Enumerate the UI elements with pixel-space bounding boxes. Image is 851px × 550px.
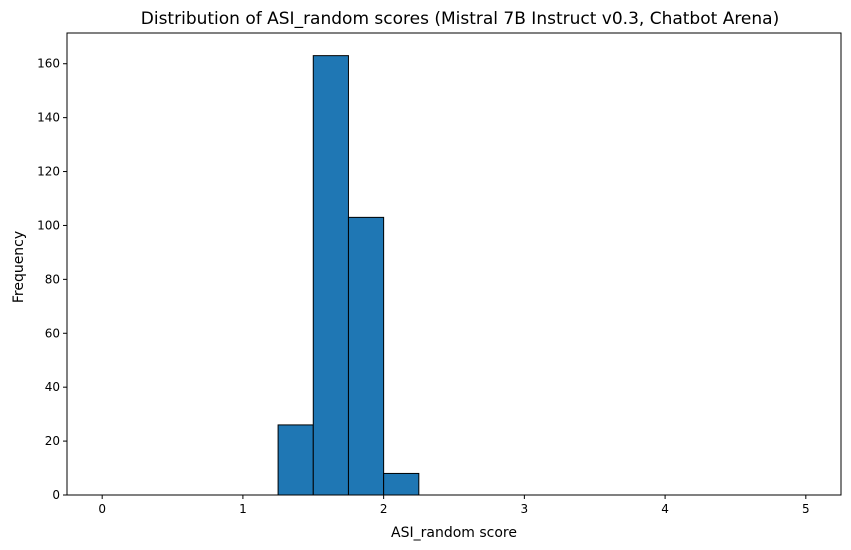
- y-tick-label-7: 140: [37, 111, 60, 125]
- x-axis-ticks: 0 1 2 3 4 5: [98, 495, 810, 516]
- y-tick-label-6: 120: [37, 165, 60, 179]
- y-tick-label-2: 40: [45, 380, 60, 394]
- y-tick-label-8: 160: [37, 57, 60, 71]
- x-tick-label-0: 0: [98, 502, 106, 516]
- histogram-bar-5: [277, 424, 314, 496]
- histogram-bar-8: [383, 472, 420, 496]
- x-tick-label-1: 1: [239, 502, 247, 516]
- y-tick-label-3: 60: [45, 326, 60, 340]
- plot-area: [277, 55, 420, 496]
- y-tick-label-5: 100: [37, 218, 60, 232]
- y-axis-label: Frequency: [11, 231, 27, 303]
- x-tick-label-5: 5: [802, 502, 810, 516]
- x-axis-label: ASI_random score: [391, 525, 517, 541]
- y-tick-label-1: 20: [45, 434, 60, 448]
- plot-frame: [66, 32, 842, 496]
- histogram-bar-6: [312, 55, 349, 496]
- histogram-bar-7: [347, 216, 385, 496]
- y-tick-label-4: 80: [45, 272, 60, 286]
- y-tick-label-0: 0: [52, 488, 60, 502]
- y-axis-ticks: 0 20 40 60 80 100 120 140 160: [37, 57, 67, 502]
- chart-title: Distribution of ASI_random scores (Mistr…: [141, 9, 779, 29]
- x-tick-label-2: 2: [380, 502, 388, 516]
- x-tick-label-3: 3: [521, 502, 529, 516]
- x-tick-label-4: 4: [661, 502, 669, 516]
